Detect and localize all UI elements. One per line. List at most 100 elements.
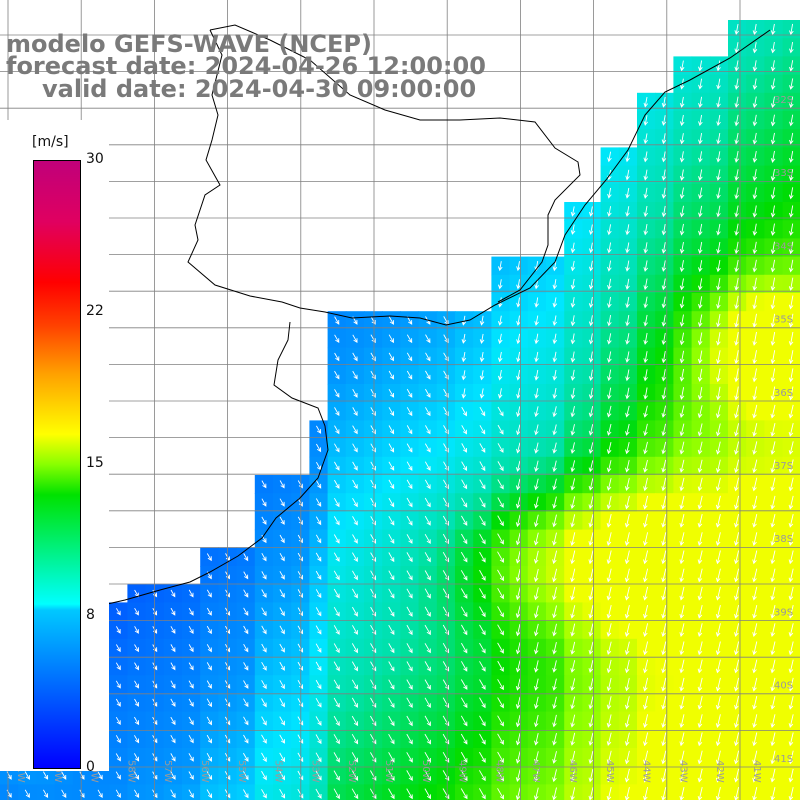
wind-arrow [697, 550, 703, 565]
wind-arrow [679, 260, 685, 273]
wind-arrow [261, 661, 267, 671]
wind-arrow [370, 352, 376, 362]
wind-arrow [734, 151, 739, 163]
wind-arrow [351, 770, 359, 781]
colorbar-tick-0: 0 [86, 759, 95, 775]
wind-arrow [406, 788, 413, 800]
wind-arrow [770, 623, 776, 638]
wind-arrow [333, 679, 340, 690]
wind-arrow [788, 441, 794, 455]
wind-arrow [788, 259, 794, 273]
wind-cell [0, 784, 19, 804]
wind-arrow [607, 242, 612, 254]
wind-arrow [115, 662, 121, 671]
wind-arrow [406, 515, 413, 526]
wind-arrow [533, 532, 539, 546]
wind-arrow [261, 571, 267, 580]
wind-arrow [661, 586, 667, 601]
wind-arrow [570, 369, 576, 381]
wind-arrow [624, 641, 630, 656]
wind-arrow [752, 42, 758, 54]
wind-arrow [461, 333, 467, 344]
wind-arrow [497, 733, 504, 745]
wind-arrow [479, 642, 486, 654]
wind-arrow [570, 568, 576, 583]
wind-arrow [588, 405, 594, 418]
wind-arrow [497, 697, 504, 709]
wind-arrow [679, 169, 685, 181]
wind-arrow [679, 604, 685, 619]
wind-arrow [515, 478, 521, 491]
wind-arrow [679, 513, 685, 528]
wind-arrow [442, 770, 450, 782]
wind-arrow [461, 497, 468, 508]
wind-arrow [134, 716, 140, 726]
wind-arrow [570, 660, 576, 673]
wind-arrow [734, 714, 740, 729]
wind-arrow [388, 443, 395, 453]
wind-arrow [515, 696, 521, 710]
wind-arrow [479, 733, 486, 745]
wind-arrow [552, 605, 557, 619]
wind-arrow [624, 659, 630, 674]
wind-arrow [188, 698, 194, 707]
wind-arrow [170, 680, 176, 689]
wind-arrow [442, 679, 450, 690]
wind-arrow [425, 388, 431, 398]
wind-arrow [243, 680, 249, 689]
wind-arrow [534, 369, 539, 381]
wind-arrow [752, 750, 758, 765]
wind-arrow [770, 659, 776, 674]
wind-arrow [643, 750, 649, 765]
wind-arrow [334, 443, 340, 453]
wind-arrow [442, 751, 450, 763]
wind-arrow [570, 333, 576, 345]
wind-arrow [624, 623, 630, 638]
wind-arrow [570, 605, 576, 619]
wind-arrow [752, 495, 758, 510]
wind-arrow [606, 423, 612, 436]
wind-arrow [297, 534, 303, 544]
wind-arrow [643, 115, 649, 126]
wind-arrow [243, 553, 249, 562]
wind-arrow [570, 750, 576, 765]
wind-arrow [624, 532, 630, 547]
wind-arrow [206, 662, 212, 671]
wind-arrow [788, 586, 794, 601]
wind-arrow [734, 205, 739, 218]
wind-arrow [115, 735, 121, 744]
wind-arrow [661, 641, 667, 656]
wind-arrow [497, 261, 503, 272]
wind-arrow [752, 477, 758, 492]
wind-arrow [352, 352, 358, 362]
wind-arrow [789, 132, 794, 145]
wind-arrow [788, 477, 794, 492]
wind-arrow [734, 313, 739, 328]
wind-arrow [370, 643, 377, 654]
wind-arrow [625, 315, 630, 327]
wind-arrow [752, 151, 758, 163]
wind-arrow [715, 405, 721, 419]
wind-arrow [752, 205, 758, 218]
wind-arrow [625, 387, 630, 400]
wind-arrow [261, 589, 267, 598]
wind-arrow [625, 460, 630, 473]
wind-arrow [607, 369, 612, 382]
wind-arrow [752, 368, 757, 383]
wind-arrow [261, 752, 267, 763]
wind-arrow [752, 714, 758, 729]
wind-arrow [442, 624, 450, 636]
wind-arrow [788, 223, 794, 236]
longitude-label: 60W [52, 760, 63, 783]
wind-arrow [789, 60, 794, 72]
wind-arrow [606, 696, 612, 710]
wind-arrow [643, 677, 649, 692]
wind-arrow [770, 132, 776, 145]
wind-arrow [479, 551, 486, 563]
wind-arrow [279, 698, 285, 708]
wind-arrow [134, 753, 140, 762]
wind-arrow [352, 334, 358, 344]
wind-arrow [97, 789, 103, 799]
wind-arrow [770, 604, 776, 619]
wind-arrow [679, 350, 685, 364]
